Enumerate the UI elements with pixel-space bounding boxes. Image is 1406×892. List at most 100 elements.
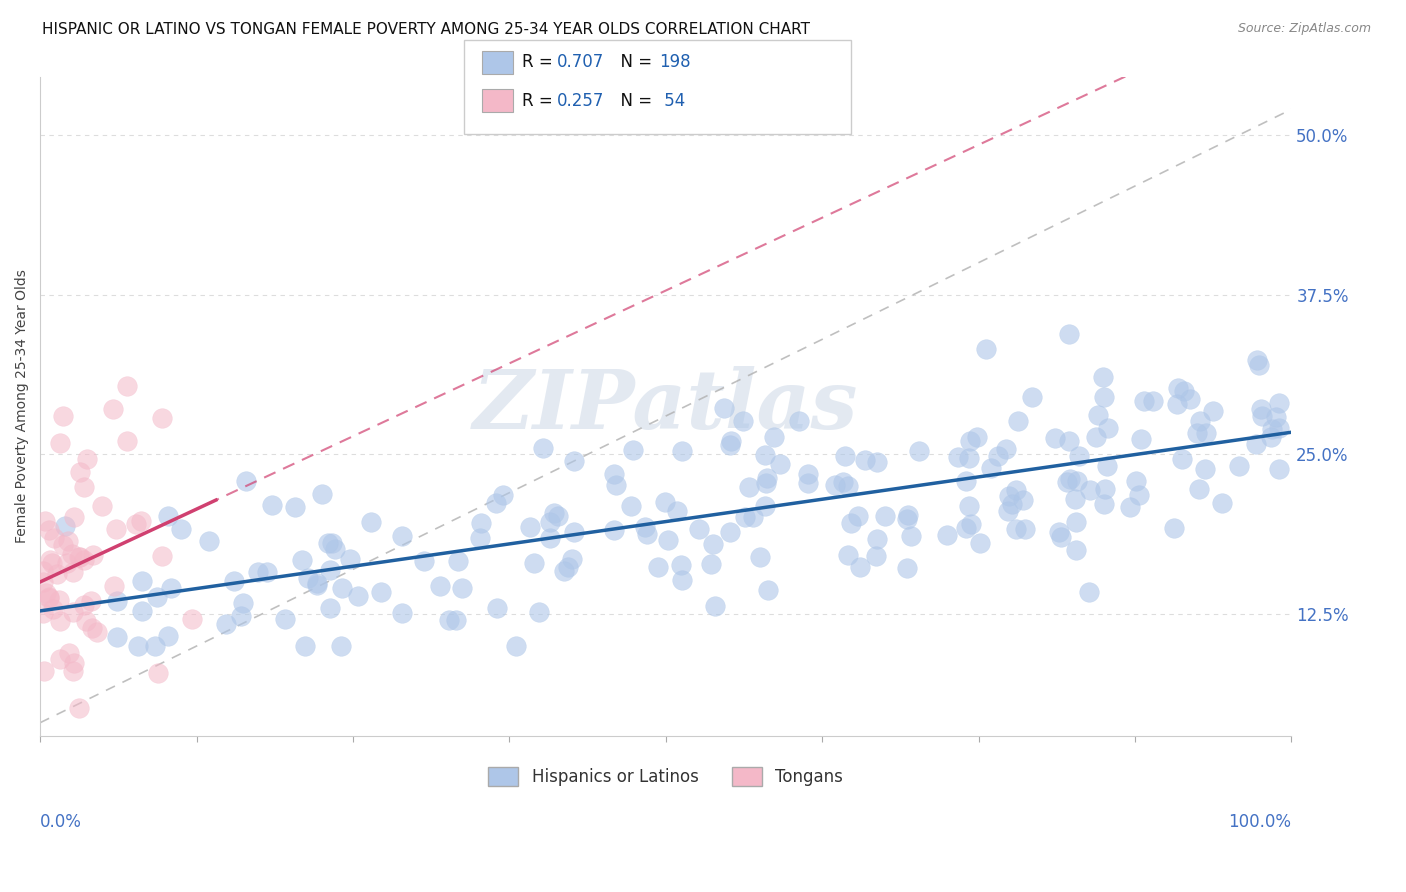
Point <box>339 552 361 566</box>
Text: N =: N = <box>610 92 658 110</box>
Point <box>391 529 413 543</box>
Point <box>865 549 887 563</box>
Point <box>832 475 855 489</box>
Point <box>38 590 60 604</box>
Point <box>319 601 342 615</box>
Text: R =: R = <box>522 54 558 71</box>
Point <box>346 589 368 603</box>
Point <box>866 455 889 469</box>
Point <box>1059 434 1081 448</box>
Point <box>485 496 508 510</box>
Point <box>1095 459 1118 474</box>
Point <box>330 639 353 653</box>
Point <box>980 461 1002 475</box>
Point <box>1251 409 1274 423</box>
Point <box>1094 482 1116 496</box>
Point <box>1087 408 1109 422</box>
Point <box>834 449 856 463</box>
Point <box>73 553 96 567</box>
Point <box>846 509 869 524</box>
Text: HISPANIC OR LATINO VS TONGAN FEMALE POVERTY AMONG 25-34 YEAR OLDS CORRELATION CH: HISPANIC OR LATINO VS TONGAN FEMALE POVE… <box>42 22 810 37</box>
Point <box>647 560 669 574</box>
Point <box>987 449 1010 463</box>
Point <box>115 434 138 449</box>
Point <box>332 581 354 595</box>
Point <box>755 476 778 491</box>
Point <box>657 533 679 547</box>
Point <box>994 442 1017 456</box>
Point <box>547 509 569 524</box>
Point <box>232 596 254 610</box>
Point <box>824 478 846 492</box>
Point <box>1084 430 1107 444</box>
Point <box>79 594 101 608</box>
Legend: Hispanics or Latinos, Tongans: Hispanics or Latinos, Tongans <box>482 760 849 793</box>
Point <box>1166 397 1188 411</box>
Point <box>837 548 859 562</box>
Point <box>688 523 710 537</box>
Point <box>908 444 931 458</box>
Point <box>755 471 778 485</box>
Point <box>797 476 820 491</box>
Point <box>1049 530 1071 544</box>
Point <box>32 664 55 678</box>
Point <box>370 585 392 599</box>
Point <box>291 552 314 566</box>
Point <box>262 498 284 512</box>
Point <box>150 549 173 563</box>
Point <box>1244 437 1267 451</box>
Point <box>955 475 977 489</box>
Point <box>311 487 333 501</box>
Point <box>718 438 741 452</box>
Point <box>955 521 977 535</box>
Point <box>1260 422 1282 436</box>
Point <box>69 549 91 564</box>
Point <box>669 558 692 572</box>
Point <box>875 509 897 524</box>
Point <box>1056 475 1078 489</box>
Point <box>316 535 339 549</box>
Point <box>896 561 918 575</box>
Point <box>62 565 84 579</box>
Point <box>49 614 72 628</box>
Point <box>273 612 295 626</box>
Point <box>103 579 125 593</box>
Point <box>1077 585 1099 599</box>
Point <box>1014 522 1036 536</box>
Point <box>1064 543 1087 558</box>
Point <box>959 500 981 514</box>
Point <box>562 454 585 468</box>
Point <box>718 524 741 539</box>
Point <box>56 534 79 549</box>
Point <box>974 342 997 356</box>
Point <box>32 575 55 590</box>
Point <box>131 604 153 618</box>
Point <box>998 489 1021 503</box>
Point <box>1171 451 1194 466</box>
Point <box>1260 430 1282 444</box>
Point <box>35 586 58 600</box>
Point <box>1246 352 1268 367</box>
Point <box>866 533 889 547</box>
Point <box>146 666 169 681</box>
Point <box>538 531 561 545</box>
Text: R =: R = <box>522 92 558 110</box>
Point <box>125 517 148 532</box>
Point <box>621 442 644 457</box>
Point <box>741 509 763 524</box>
Point <box>145 639 167 653</box>
Text: 54: 54 <box>659 92 686 110</box>
Point <box>1163 521 1185 535</box>
Point <box>519 519 541 533</box>
Point <box>702 537 724 551</box>
Point <box>67 550 90 565</box>
Point <box>131 574 153 588</box>
Point <box>969 536 991 550</box>
Point <box>720 434 742 449</box>
Point <box>56 556 79 570</box>
Point <box>75 614 97 628</box>
Point <box>1005 483 1028 497</box>
Point <box>839 516 862 531</box>
Point <box>231 608 253 623</box>
Point <box>1167 381 1189 395</box>
